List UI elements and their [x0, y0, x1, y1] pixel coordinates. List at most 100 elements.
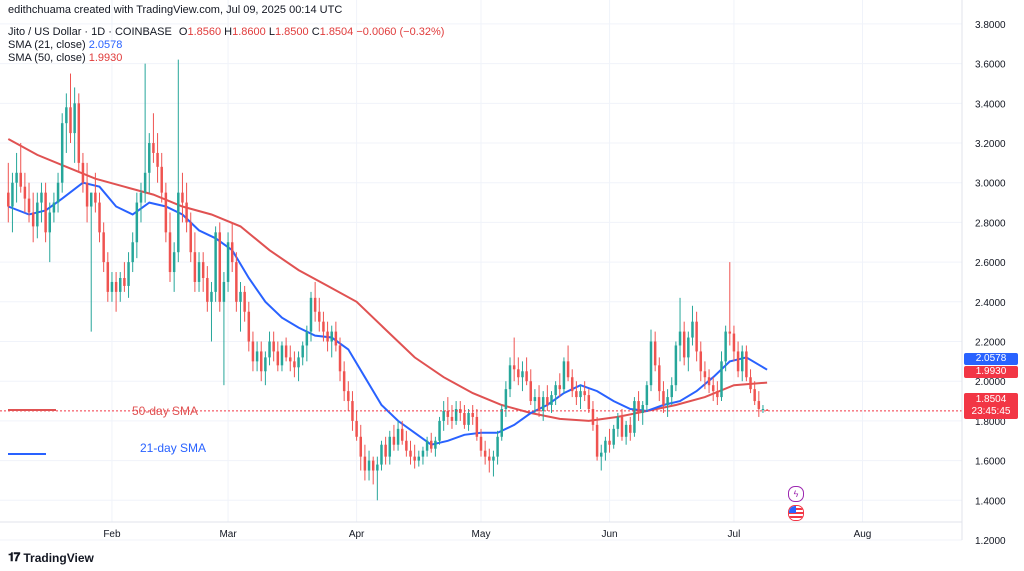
candle-99[interactable] — [417, 450, 421, 467]
candle-105[interactable] — [442, 401, 445, 431]
candle-73[interactable] — [309, 291, 313, 342]
candle-50[interactable] — [214, 226, 217, 302]
candle-173[interactable] — [724, 325, 727, 372]
candle-65[interactable] — [276, 341, 280, 372]
candle-29[interactable] — [127, 252, 130, 298]
candle-152[interactable] — [637, 391, 640, 421]
candle-132[interactable] — [554, 381, 557, 406]
lightning-icon[interactable]: ϟ — [788, 486, 804, 502]
candle-139[interactable] — [583, 381, 586, 402]
candle-125[interactable] — [525, 357, 528, 386]
candle-111[interactable] — [467, 408, 470, 431]
candle-119[interactable] — [500, 405, 503, 441]
candle-123[interactable] — [517, 357, 520, 386]
candle-41[interactable] — [177, 59, 180, 263]
candle-168[interactable] — [703, 361, 707, 390]
candle-39[interactable] — [168, 212, 172, 282]
candle-150[interactable] — [629, 416, 632, 441]
candle-7[interactable] — [36, 192, 39, 239]
candle-165[interactable] — [691, 305, 694, 346]
candle-158[interactable] — [662, 381, 665, 413]
candle-10[interactable] — [48, 202, 52, 263]
sma50-legend-row[interactable]: SMA (50, close) 1.9930 — [8, 52, 444, 65]
candle-53[interactable] — [226, 232, 230, 292]
candle-19[interactable] — [85, 162, 89, 223]
candle-27[interactable] — [119, 272, 122, 302]
candle-155[interactable] — [649, 329, 653, 392]
candle-9[interactable] — [44, 182, 47, 243]
candle-30[interactable] — [131, 232, 134, 273]
candle-146[interactable] — [612, 424, 615, 449]
candle-74[interactable] — [313, 281, 317, 322]
candle-103[interactable] — [434, 436, 437, 457]
candle-171[interactable] — [716, 381, 719, 406]
symbol-name[interactable]: Jito / US Dollar · 1D · COINBASE — [8, 26, 172, 38]
candle-24[interactable] — [106, 252, 110, 302]
candle-153[interactable] — [641, 401, 644, 425]
candle-64[interactable] — [272, 331, 275, 362]
candle-36[interactable] — [156, 133, 159, 183]
candle-38[interactable] — [164, 182, 168, 243]
candle-77[interactable] — [326, 321, 329, 352]
candle-136[interactable] — [570, 369, 574, 398]
candle-6[interactable] — [31, 192, 35, 243]
candle-100[interactable] — [421, 446, 425, 465]
candle-75[interactable] — [318, 297, 321, 332]
candle-175[interactable] — [732, 325, 736, 362]
candle-32[interactable] — [139, 182, 143, 223]
candle-160[interactable] — [670, 377, 673, 406]
candle-128[interactable] — [537, 385, 541, 417]
candle-157[interactable] — [658, 357, 661, 402]
candle-88[interactable] — [371, 456, 375, 485]
candle-151[interactable] — [633, 397, 636, 437]
candle-52[interactable] — [222, 272, 226, 386]
candle-90[interactable] — [380, 440, 383, 471]
candle-131[interactable] — [550, 391, 553, 413]
candle-89[interactable] — [376, 456, 379, 501]
candle-68[interactable] — [289, 345, 292, 372]
candle-108[interactable] — [454, 401, 458, 425]
sma21-legend-row[interactable]: SMA (21, close) 2.0578 — [8, 39, 444, 52]
candle-107[interactable] — [450, 405, 454, 429]
candle-133[interactable] — [558, 373, 562, 398]
candle-11[interactable] — [52, 192, 56, 223]
candle-135[interactable] — [566, 345, 570, 382]
candle-86[interactable] — [363, 444, 367, 481]
candle-37[interactable] — [160, 152, 163, 203]
candle-106[interactable] — [446, 397, 450, 425]
candle-172[interactable] — [720, 351, 723, 402]
candle-63[interactable] — [268, 331, 271, 366]
candle-92[interactable] — [388, 430, 392, 465]
candle-48[interactable] — [206, 266, 209, 312]
candle-59[interactable] — [251, 331, 255, 372]
candle-28[interactable] — [123, 262, 126, 292]
candle-137[interactable] — [575, 381, 578, 406]
candle-101[interactable] — [425, 436, 429, 457]
candle-124[interactable] — [521, 361, 524, 392]
candle-85[interactable] — [359, 424, 362, 471]
candle-113[interactable] — [475, 408, 479, 441]
candle-45[interactable] — [193, 232, 197, 292]
candle-8[interactable] — [40, 182, 43, 223]
candle-21[interactable] — [94, 172, 97, 213]
candle-13[interactable] — [60, 113, 64, 193]
candle-17[interactable] — [77, 93, 81, 173]
candle-67[interactable] — [284, 337, 288, 362]
candle-174[interactable] — [728, 262, 732, 346]
candle-33[interactable] — [143, 63, 147, 203]
candle-120[interactable] — [504, 381, 508, 417]
candle-143[interactable] — [600, 444, 603, 471]
candle-118[interactable] — [496, 430, 499, 465]
candle-26[interactable] — [114, 272, 118, 312]
candle-159[interactable] — [666, 389, 669, 417]
candle-126[interactable] — [529, 369, 533, 406]
candle-18[interactable] — [81, 152, 85, 193]
candle-72[interactable] — [305, 325, 309, 362]
candle-169[interactable] — [707, 369, 711, 394]
candle-140[interactable] — [587, 389, 591, 413]
candle-110[interactable] — [463, 405, 466, 429]
candle-76[interactable] — [322, 311, 325, 342]
candle-130[interactable] — [546, 385, 549, 411]
candle-35[interactable] — [152, 113, 155, 163]
